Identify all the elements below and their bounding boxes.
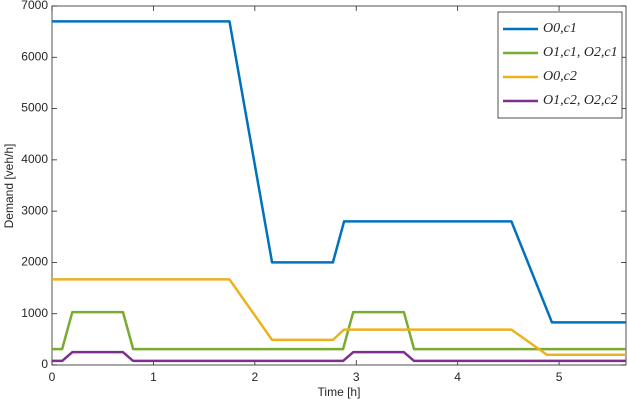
- legend-label: O1,c1, O2,c1: [543, 45, 618, 60]
- y-tick-label: 6000: [21, 49, 48, 63]
- y-tick-label: 2000: [21, 255, 48, 269]
- legend-label: O1,c2, O2,c2: [543, 93, 618, 108]
- x-tick-label: 3: [353, 370, 360, 384]
- x-tick-label: 5: [556, 370, 563, 384]
- x-tick-label: 1: [150, 370, 157, 384]
- series-line: [52, 278, 626, 356]
- legend-label: O0,c1: [543, 21, 577, 36]
- x-tick-label: 2: [251, 370, 258, 384]
- y-tick-label: 4000: [21, 152, 48, 166]
- y-tick-label: 7000: [21, 0, 48, 12]
- x-axis-label: Time [h]: [318, 385, 361, 399]
- y-tick-label: 3000: [21, 203, 48, 217]
- x-tick-label: 4: [454, 370, 461, 384]
- legend-label: O0,c2: [543, 69, 577, 84]
- y-tick-label: 1000: [21, 306, 48, 320]
- y-tick-label: 5000: [21, 101, 48, 115]
- series-line: [52, 350, 626, 363]
- x-tick-label: 0: [49, 370, 56, 384]
- y-axis-label: Demand [veh/h]: [2, 144, 16, 229]
- series-line: [52, 20, 626, 324]
- y-tick-label: 0: [41, 357, 48, 371]
